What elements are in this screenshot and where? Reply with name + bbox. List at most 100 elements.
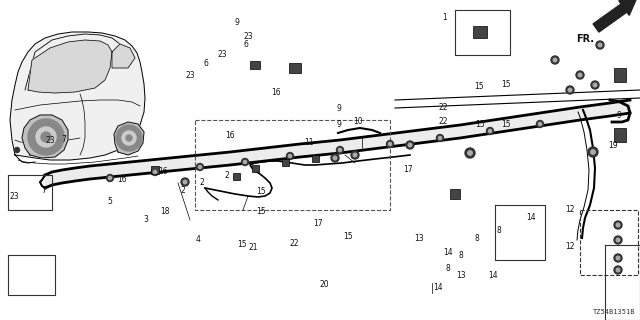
- Text: 23: 23: [186, 71, 196, 80]
- Circle shape: [588, 147, 598, 157]
- Circle shape: [183, 180, 187, 184]
- Circle shape: [333, 156, 337, 160]
- Circle shape: [331, 154, 339, 162]
- Text: 1: 1: [442, 13, 447, 22]
- Circle shape: [566, 86, 574, 94]
- Bar: [473, 26, 487, 38]
- Circle shape: [614, 266, 622, 274]
- Circle shape: [553, 58, 557, 62]
- Bar: [450, 189, 460, 199]
- Text: 22: 22: [290, 239, 299, 248]
- Circle shape: [28, 119, 64, 155]
- Text: 9: 9: [337, 120, 342, 129]
- FancyArrow shape: [593, 0, 636, 32]
- Text: 17: 17: [403, 165, 413, 174]
- Polygon shape: [114, 122, 144, 155]
- Text: 21: 21: [248, 244, 257, 252]
- Text: 8: 8: [445, 264, 451, 273]
- Circle shape: [337, 147, 344, 154]
- Circle shape: [351, 151, 359, 159]
- Text: 14: 14: [526, 213, 536, 222]
- Text: 6: 6: [204, 60, 209, 68]
- Bar: [614, 68, 626, 82]
- Text: 16: 16: [116, 175, 127, 184]
- Bar: [232, 172, 239, 180]
- Bar: [250, 61, 260, 69]
- Circle shape: [152, 169, 159, 175]
- Circle shape: [241, 158, 248, 165]
- Text: 20: 20: [319, 280, 330, 289]
- Text: 6: 6: [244, 40, 249, 49]
- Circle shape: [468, 151, 472, 155]
- Text: 15: 15: [342, 232, 353, 241]
- Text: 15: 15: [256, 188, 266, 196]
- Text: 23: 23: [45, 136, 55, 145]
- Circle shape: [126, 135, 132, 141]
- Bar: [289, 63, 301, 73]
- Circle shape: [614, 254, 622, 262]
- Circle shape: [106, 174, 113, 181]
- Polygon shape: [10, 32, 145, 160]
- Circle shape: [576, 71, 584, 79]
- Circle shape: [243, 160, 246, 164]
- Circle shape: [438, 136, 442, 140]
- Circle shape: [486, 127, 493, 134]
- Text: 14: 14: [488, 271, 498, 280]
- Text: 7: 7: [41, 186, 46, 195]
- Text: 15: 15: [500, 80, 511, 89]
- Circle shape: [536, 121, 543, 127]
- Text: 10: 10: [353, 117, 364, 126]
- Circle shape: [154, 171, 157, 173]
- Circle shape: [353, 153, 357, 157]
- Circle shape: [198, 165, 202, 169]
- Circle shape: [388, 142, 392, 146]
- Text: 13: 13: [414, 234, 424, 243]
- Circle shape: [538, 123, 541, 125]
- Circle shape: [36, 127, 56, 147]
- Circle shape: [578, 73, 582, 77]
- Circle shape: [591, 150, 595, 154]
- Text: 12: 12: [565, 205, 574, 214]
- Text: 22: 22: [439, 103, 448, 112]
- Circle shape: [568, 88, 572, 92]
- Text: 8: 8: [458, 252, 463, 260]
- Circle shape: [488, 129, 492, 132]
- Circle shape: [116, 125, 142, 151]
- Text: TZ54B1351B: TZ54B1351B: [593, 309, 635, 315]
- Bar: [151, 166, 159, 174]
- Circle shape: [196, 164, 204, 171]
- Text: 17: 17: [313, 220, 323, 228]
- Text: 5: 5: [108, 197, 113, 206]
- Circle shape: [181, 178, 189, 186]
- Circle shape: [408, 143, 412, 147]
- Text: 3: 3: [143, 215, 148, 224]
- Text: 13: 13: [456, 271, 466, 280]
- Text: 9: 9: [616, 111, 621, 120]
- Text: 15: 15: [256, 207, 266, 216]
- Circle shape: [596, 41, 604, 49]
- Text: 2: 2: [225, 172, 230, 180]
- Circle shape: [406, 141, 414, 149]
- Circle shape: [614, 221, 622, 229]
- Circle shape: [122, 131, 136, 145]
- Polygon shape: [28, 40, 112, 93]
- Text: 15: 15: [475, 120, 485, 129]
- Bar: [252, 164, 259, 172]
- Text: 15: 15: [237, 240, 247, 249]
- Text: 15: 15: [474, 82, 484, 91]
- Polygon shape: [112, 44, 135, 68]
- Text: 4: 4: [196, 236, 201, 244]
- Circle shape: [616, 238, 620, 242]
- Circle shape: [551, 56, 559, 64]
- Circle shape: [15, 148, 19, 153]
- Circle shape: [616, 223, 620, 227]
- Text: 15: 15: [500, 120, 511, 129]
- Text: 22: 22: [439, 117, 448, 126]
- Text: 12: 12: [565, 242, 574, 251]
- Text: 2: 2: [199, 178, 204, 187]
- Text: 18: 18: [161, 207, 170, 216]
- Polygon shape: [22, 115, 68, 158]
- Circle shape: [598, 43, 602, 47]
- Text: 23: 23: [243, 32, 253, 41]
- Circle shape: [41, 132, 51, 142]
